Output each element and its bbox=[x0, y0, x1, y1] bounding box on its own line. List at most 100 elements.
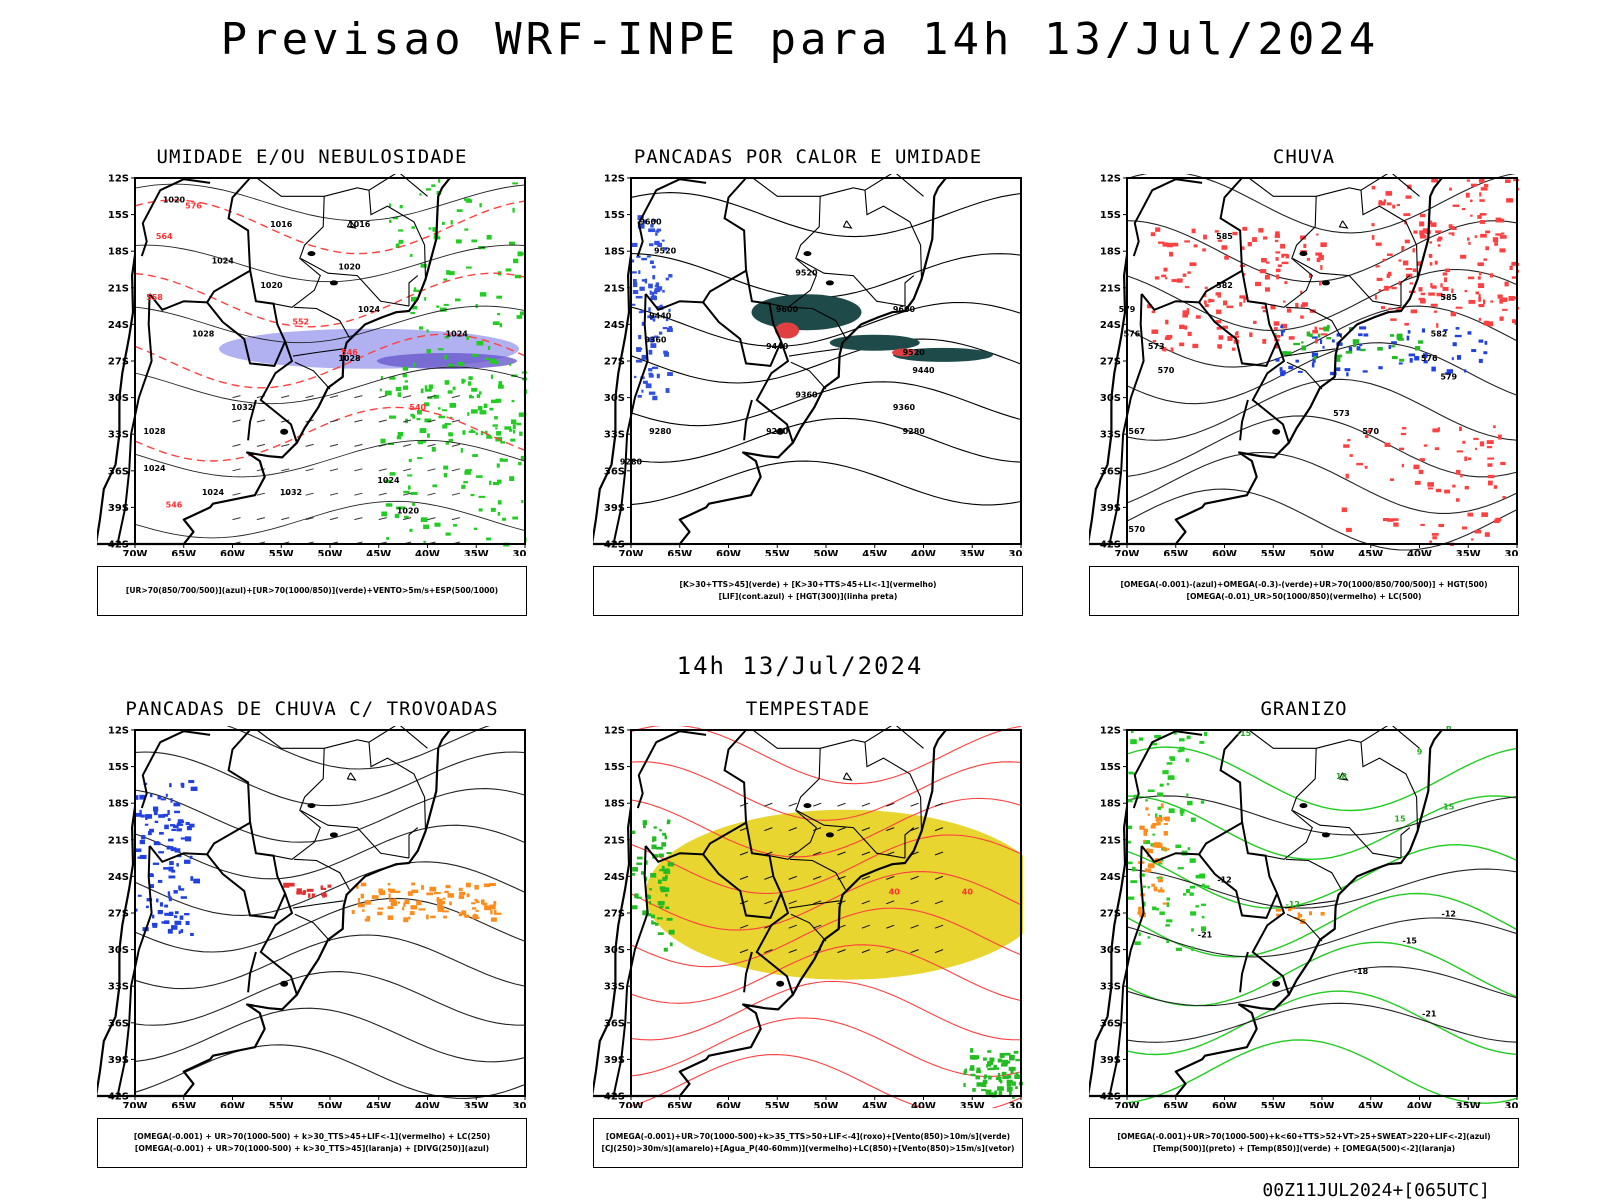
rain-red bbox=[1467, 276, 1475, 280]
lat-label: 24S bbox=[108, 320, 129, 331]
rain-red bbox=[1493, 519, 1500, 524]
rain-red bbox=[1404, 220, 1407, 225]
omega-orange bbox=[1162, 846, 1166, 852]
rain-red bbox=[1375, 265, 1380, 268]
rain-red bbox=[1436, 323, 1439, 328]
thunderstorm-red bbox=[306, 888, 314, 892]
lon-label: 50W bbox=[814, 549, 839, 556]
lif-contour bbox=[651, 366, 659, 370]
lat-label: 21S bbox=[108, 835, 129, 846]
lif-contour bbox=[650, 295, 657, 301]
rain-red bbox=[1432, 536, 1437, 540]
wind-850-green bbox=[664, 835, 668, 840]
contour-label: 579 bbox=[1440, 372, 1457, 381]
humidity-green bbox=[499, 323, 503, 328]
contour-label: 9 bbox=[1417, 747, 1423, 756]
map-tempestade: 40 4012S15S18S21S24S27S30S33S36S39S42S70W… bbox=[593, 726, 1023, 1108]
rain-red bbox=[1428, 292, 1435, 296]
lat-label: 33S bbox=[604, 430, 625, 441]
wind-vector bbox=[427, 443, 436, 447]
country-border bbox=[723, 177, 794, 444]
divergence-blue bbox=[177, 819, 184, 823]
wind-850-green bbox=[976, 1069, 981, 1074]
rain-red bbox=[1151, 329, 1159, 334]
lon-label: 40W bbox=[1407, 549, 1432, 556]
wind-850-green bbox=[997, 1058, 1003, 1063]
humidity-green bbox=[424, 385, 428, 390]
lif-contour bbox=[662, 327, 668, 330]
humidity-green bbox=[426, 329, 429, 333]
rain-blue bbox=[1483, 351, 1488, 355]
rain-red bbox=[1434, 447, 1440, 451]
lat-label: 42S bbox=[604, 1092, 625, 1103]
lif-contour bbox=[635, 295, 643, 299]
wind-850-green bbox=[636, 896, 642, 899]
rain-red bbox=[1383, 199, 1387, 203]
wind-850-green bbox=[648, 900, 652, 905]
streamline-850 bbox=[630, 1017, 1022, 1077]
humidity-green bbox=[402, 373, 408, 378]
wind-vector bbox=[837, 802, 846, 807]
panel-umidade: UMIDADE E/OU NEBULOSIDADE 1020 1016 1016 10… bbox=[97, 146, 527, 616]
thunderstorm-red bbox=[311, 893, 316, 898]
omega-orange bbox=[1275, 908, 1282, 912]
streamline bbox=[134, 1044, 526, 1099]
lat-label: 36S bbox=[1100, 466, 1121, 477]
humidity-green bbox=[443, 303, 449, 306]
wind-vector bbox=[281, 395, 290, 399]
divergence-blue bbox=[137, 856, 142, 859]
rain-blue bbox=[1348, 346, 1353, 352]
rain-red bbox=[1255, 281, 1262, 287]
humidity-green bbox=[428, 227, 432, 230]
wind-850-green bbox=[1006, 1075, 1012, 1079]
divergence-blue bbox=[157, 795, 162, 800]
lif-contour bbox=[662, 290, 665, 293]
state-border bbox=[864, 726, 924, 749]
wind-vector bbox=[403, 395, 412, 399]
rain-red bbox=[1392, 204, 1396, 209]
rain-red bbox=[1161, 346, 1164, 351]
humidity-green bbox=[452, 524, 458, 527]
contour-label: 40 bbox=[962, 888, 974, 897]
rain-blue bbox=[1279, 367, 1283, 372]
wind-850-green bbox=[645, 894, 650, 898]
rain-red bbox=[1437, 244, 1441, 247]
humidity-green bbox=[517, 251, 523, 257]
temp850-green bbox=[1138, 932, 1141, 936]
omega-orange bbox=[1156, 821, 1161, 826]
rain-red bbox=[1487, 321, 1494, 327]
rain-red bbox=[1346, 527, 1352, 532]
lon-label: 70W bbox=[123, 549, 148, 556]
humidity-green bbox=[413, 289, 421, 292]
lon-label: 40W bbox=[415, 1101, 440, 1108]
rain-red bbox=[1499, 218, 1505, 223]
rain-blue bbox=[1451, 357, 1454, 361]
rain-red bbox=[1218, 335, 1224, 340]
rain-red bbox=[1444, 277, 1447, 283]
coastline bbox=[593, 177, 947, 546]
humidity-green bbox=[431, 446, 436, 452]
rain-red bbox=[1315, 252, 1323, 256]
humidity-green bbox=[505, 268, 512, 272]
temp850-green bbox=[1143, 840, 1151, 845]
state-border bbox=[294, 913, 331, 942]
rain-green bbox=[1326, 337, 1331, 340]
divergence-blue bbox=[169, 783, 172, 788]
rain-red bbox=[1223, 300, 1228, 306]
lif-contour bbox=[650, 343, 657, 348]
thunderstorm-orange bbox=[443, 915, 447, 919]
lon-label: 50W bbox=[318, 1101, 343, 1108]
humidity-green bbox=[492, 321, 500, 325]
lon-label: 45W bbox=[366, 549, 391, 556]
lake bbox=[1299, 251, 1308, 257]
lif-contour bbox=[649, 290, 652, 295]
lat-label: 33S bbox=[108, 430, 129, 441]
wind-850-green bbox=[1002, 1075, 1009, 1080]
lat-label: 42S bbox=[108, 540, 129, 551]
rain-red bbox=[1429, 262, 1433, 266]
rain-blue bbox=[1311, 336, 1318, 339]
rain-red bbox=[1483, 258, 1487, 261]
rain-red bbox=[1412, 248, 1415, 253]
streamline bbox=[1126, 488, 1518, 551]
rain-green bbox=[1360, 348, 1366, 352]
